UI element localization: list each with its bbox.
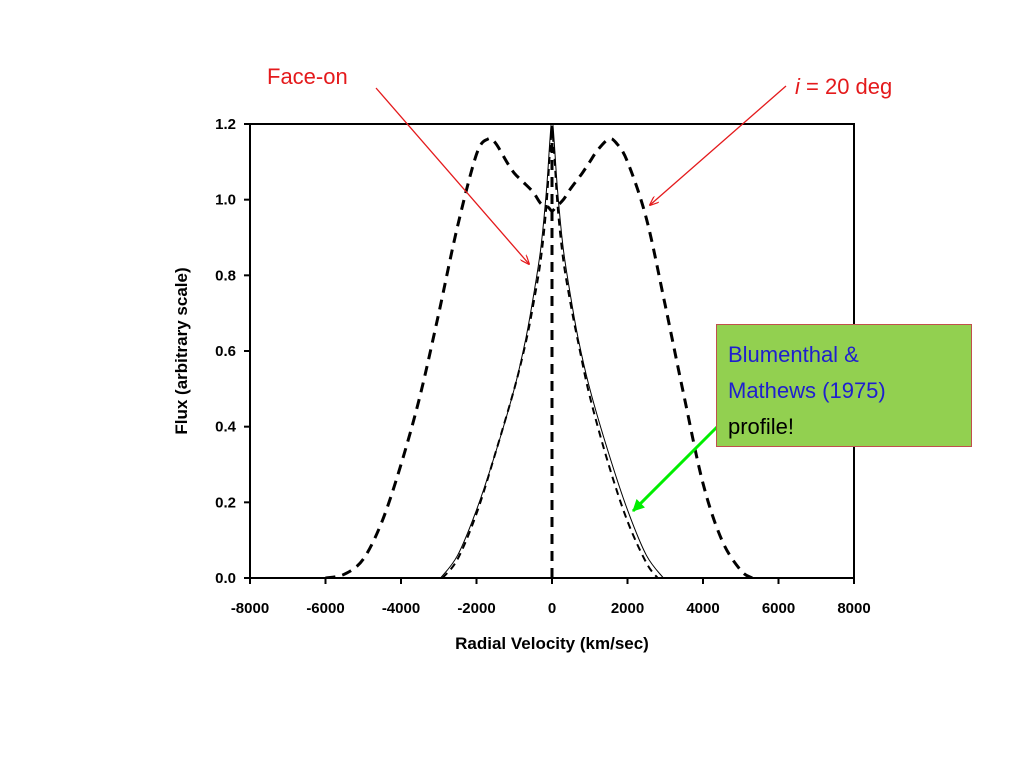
y-tick-label: 0.0 <box>215 570 236 587</box>
inclination-label: i = 20 deg <box>795 74 892 99</box>
inclination-arrow <box>650 85 787 205</box>
y-tick-label: 0.8 <box>215 267 236 284</box>
x-tick-label: -8000 <box>231 600 269 617</box>
series-layer <box>325 124 753 578</box>
callout-line-1: Blumenthal & <box>728 342 859 367</box>
x-tick-label: 0 <box>548 600 556 617</box>
y-tick-label: 0.4 <box>215 419 237 436</box>
face-on-label: Face-on <box>267 64 348 89</box>
x-tick-label: 2000 <box>611 600 644 617</box>
x-axis-title: Radial Velocity (km/sec) <box>455 634 649 653</box>
inclination-value: = 20 deg <box>800 74 892 99</box>
callout-arrow <box>631 424 720 513</box>
x-tick-label: -6000 <box>306 600 344 617</box>
x-tick-label: -2000 <box>457 600 495 617</box>
x-tick-label: 6000 <box>762 600 795 617</box>
y-tick-label: 0.2 <box>215 494 236 511</box>
series-line-2 <box>441 130 659 578</box>
y-axis: 0.0 0.2 0.4 0.6 0.8 1.0 1.2 <box>215 116 250 587</box>
series-line-1 <box>325 136 753 578</box>
y-tick-label: 0.6 <box>215 343 236 360</box>
series-line-3 <box>440 124 664 578</box>
inclination-symbol: i <box>795 74 801 99</box>
x-tick-label: 4000 <box>686 600 719 617</box>
y-axis-title: Flux (arbitrary scale) <box>172 267 191 434</box>
x-axis: -8000 -6000 -4000 -2000 0 2000 4000 6000 8000 <box>231 578 871 617</box>
y-tick-label: 1.2 <box>215 116 236 133</box>
x-tick-label: -4000 <box>382 600 420 617</box>
callout-box: Blumenthal & Mathews (1975) profile! <box>716 324 972 447</box>
callout-line-2: Mathews (1975) <box>728 378 886 403</box>
x-tick-label: 8000 <box>837 600 870 617</box>
callout-line-3: profile! <box>728 414 795 439</box>
y-tick-label: 1.0 <box>215 192 236 209</box>
face-on-arrow <box>375 87 529 264</box>
